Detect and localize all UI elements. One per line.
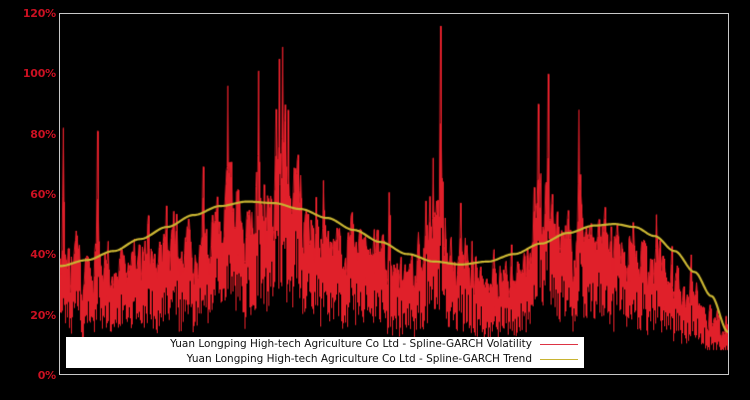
legend-entry-volatility: Yuan Longping High-tech Agriculture Co L… bbox=[66, 337, 584, 352]
plot-area bbox=[59, 13, 729, 375]
legend-label-volatility: Yuan Longping High-tech Agriculture Co L… bbox=[170, 338, 532, 350]
y-axis-tick-40: 40% bbox=[30, 248, 56, 262]
legend-entry-trend: Yuan Longping High-tech Agriculture Co L… bbox=[66, 352, 584, 367]
chart-canvas bbox=[60, 14, 728, 374]
legend-swatch-trend bbox=[540, 359, 578, 360]
y-axis-tick-labels: 0% 20% 40% 60% 80% 100% 120% bbox=[0, 0, 56, 400]
y-axis-tick-80: 80% bbox=[30, 127, 56, 141]
legend-label-trend: Yuan Longping High-tech Agriculture Co L… bbox=[186, 353, 532, 365]
legend-swatch-volatility bbox=[540, 344, 578, 345]
chart-legend: Yuan Longping High-tech Agriculture Co L… bbox=[66, 337, 584, 368]
y-axis-tick-60: 60% bbox=[30, 188, 56, 201]
y-axis-tick-120: 120% bbox=[22, 7, 56, 20]
y-axis-tick-20: 20% bbox=[30, 308, 56, 322]
y-axis-tick-100: 100% bbox=[22, 67, 56, 81]
y-axis-tick-0: 0% bbox=[37, 369, 56, 382]
